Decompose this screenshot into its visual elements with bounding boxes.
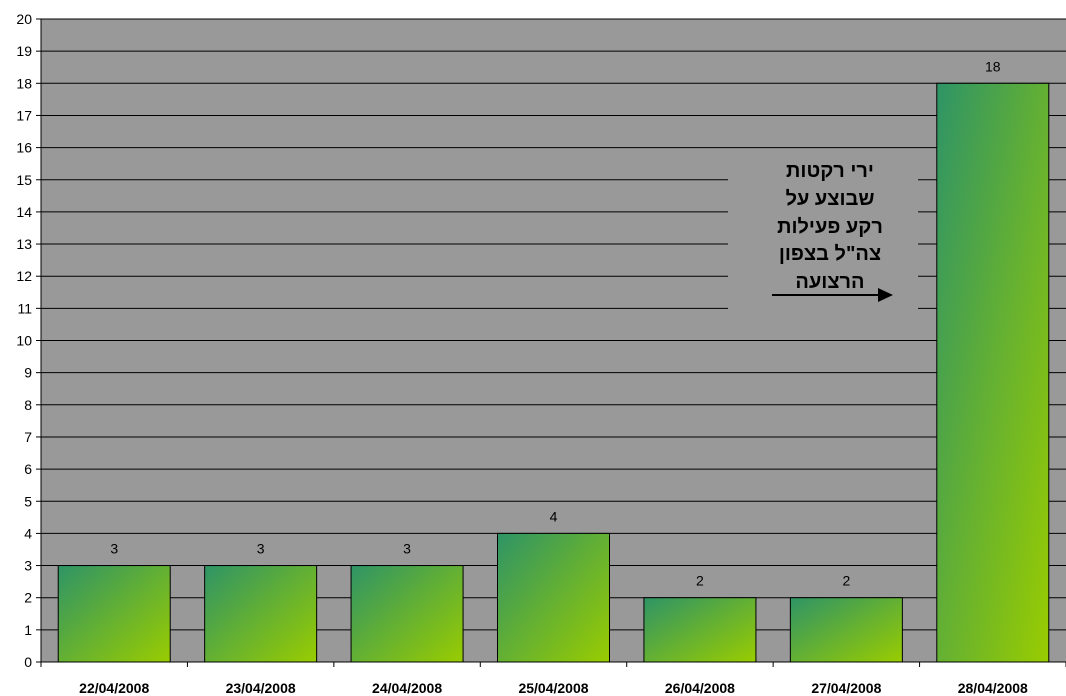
y-tick-label: 11 — [17, 300, 32, 316]
bar-data-label: 2 — [696, 573, 704, 589]
y-tick-label: 20 — [16, 11, 32, 27]
y-tick-label: 7 — [24, 429, 32, 445]
bar — [936, 82, 1050, 663]
annotation-line-4: צה"ל בצפון — [779, 243, 881, 265]
y-tick-label: 1 — [24, 622, 32, 638]
y-tick-label: 19 — [16, 43, 32, 59]
bar — [789, 597, 903, 663]
x-tick-label: 27/04/2008 — [811, 680, 881, 696]
y-tick-label: 14 — [16, 204, 32, 220]
annotation-line-1: ירי רקטות — [786, 160, 874, 182]
y-tick-label: 10 — [16, 333, 32, 349]
bar — [57, 565, 171, 663]
annotation-line-3: רקע פעילות — [777, 216, 883, 238]
y-tick-label: 6 — [24, 461, 32, 477]
bar — [350, 565, 464, 663]
y-tick-label: 15 — [16, 172, 32, 188]
bar — [497, 532, 610, 663]
y-tick-label: 18 — [16, 75, 32, 91]
y-tick-label: 9 — [24, 365, 32, 381]
x-tick-label: 22/04/2008 — [79, 680, 149, 696]
bar-data-label: 4 — [550, 508, 558, 524]
x-tick-label: 25/04/2008 — [518, 680, 588, 696]
y-tick-label: 8 — [24, 397, 32, 413]
x-tick-label: 24/04/2008 — [372, 680, 442, 696]
y-tick-label: 12 — [16, 268, 32, 284]
bar — [204, 565, 318, 663]
bars: 3 3 3 4 2 2 18 — [57, 58, 1050, 663]
bar-data-label: 18 — [985, 58, 1001, 74]
annotation: ירי רקטות שבוצע על רקע פעילות צה"ל בצפון… — [728, 150, 918, 310]
axes: 0123456789101112131415161718192022/04/20… — [16, 11, 1066, 696]
bar-data-label: 2 — [842, 573, 850, 589]
y-tick-label: 0 — [24, 654, 32, 670]
x-tick-label: 28/04/2008 — [958, 680, 1028, 696]
y-tick-label: 5 — [24, 493, 32, 509]
annotation-line-2: שבוצע על — [786, 188, 875, 210]
bar — [643, 597, 757, 663]
y-tick-label: 13 — [16, 236, 32, 252]
annotation-line-5: הרצועה — [795, 271, 864, 293]
y-tick-label: 3 — [24, 558, 32, 574]
y-tick-label: 4 — [24, 525, 32, 541]
bar-data-label: 3 — [257, 541, 265, 557]
bar-data-label: 3 — [110, 541, 118, 557]
annotation-arrow-head-icon — [878, 288, 893, 302]
y-tick-label: 17 — [16, 107, 32, 123]
y-tick-label: 16 — [16, 140, 32, 156]
annotation-background — [728, 150, 918, 310]
x-tick-label: 26/04/2008 — [665, 680, 735, 696]
x-tick-label: 23/04/2008 — [226, 680, 296, 696]
y-tick-label: 2 — [24, 590, 32, 606]
bar-data-label: 3 — [403, 541, 411, 557]
